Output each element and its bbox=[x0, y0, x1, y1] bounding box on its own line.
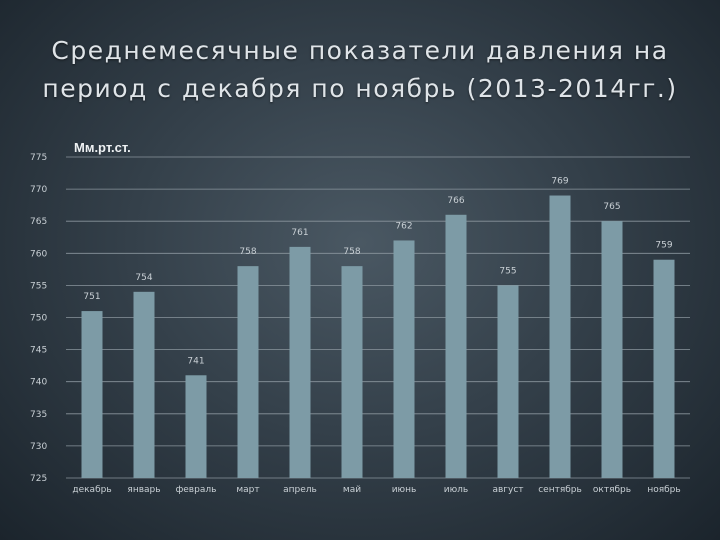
x-tick-label: август bbox=[492, 485, 523, 495]
y-tick-label: 765 bbox=[30, 217, 47, 227]
data-label: 758 bbox=[239, 247, 256, 257]
data-label: 761 bbox=[291, 228, 308, 238]
x-tick-label: сентябрь bbox=[538, 485, 582, 495]
bar bbox=[185, 375, 207, 478]
data-label: 762 bbox=[395, 221, 412, 231]
x-tick-label: март bbox=[236, 485, 259, 495]
bar bbox=[237, 266, 259, 478]
y-tick-label: 745 bbox=[30, 346, 47, 356]
y-tick-label: 735 bbox=[30, 410, 47, 420]
y-axis-ticks: 725 730 735 740 745 750 755 760 765 770 775 bbox=[30, 153, 47, 484]
x-tick-label: июль bbox=[444, 485, 468, 495]
bar bbox=[133, 291, 155, 478]
y-tick-label: 760 bbox=[30, 249, 47, 259]
bar bbox=[393, 240, 415, 478]
bar bbox=[289, 246, 311, 478]
data-label: 754 bbox=[135, 273, 152, 283]
data-label: 759 bbox=[655, 241, 672, 251]
gridlines bbox=[66, 156, 690, 479]
x-tick-label: апрель bbox=[283, 485, 317, 495]
data-label: 769 bbox=[551, 177, 568, 187]
y-tick-label: 740 bbox=[30, 378, 47, 388]
x-axis-labels: декабрь январь февраль март апрель май июнь июл… bbox=[72, 485, 680, 495]
bar bbox=[653, 259, 675, 478]
y-tick-label: 750 bbox=[30, 314, 47, 324]
data-label: 758 bbox=[343, 247, 360, 257]
data-label: 751 bbox=[83, 292, 100, 302]
y-tick-label: 755 bbox=[30, 281, 47, 291]
data-label: 741 bbox=[187, 356, 204, 366]
x-tick-label: февраль bbox=[176, 485, 217, 495]
x-tick-label: ноябрь bbox=[647, 485, 680, 495]
bar bbox=[601, 221, 623, 478]
x-tick-label: октябрь bbox=[593, 485, 631, 495]
bar bbox=[81, 311, 103, 478]
x-tick-label: январь bbox=[127, 485, 160, 495]
data-label: 766 bbox=[447, 196, 464, 206]
x-tick-label: декабрь bbox=[72, 485, 111, 495]
x-tick-label: май bbox=[343, 485, 361, 495]
y-tick-label: 770 bbox=[30, 185, 47, 195]
y-axis-unit-label: Мм.рт.ст. bbox=[74, 140, 131, 155]
data-label: 765 bbox=[603, 202, 620, 212]
data-label: 755 bbox=[499, 266, 516, 276]
bars bbox=[81, 195, 675, 478]
chart-title: Среднемесячные показатели давления на пе… bbox=[42, 36, 678, 103]
bar bbox=[445, 214, 467, 478]
bar bbox=[341, 266, 363, 478]
bar bbox=[497, 285, 519, 478]
x-tick-label: июнь bbox=[392, 485, 417, 495]
data-labels: 751 754 741 758 761 758 762 766 755 769 765 759 bbox=[83, 177, 672, 367]
y-tick-label: 725 bbox=[30, 474, 47, 484]
y-tick-label: 775 bbox=[30, 153, 47, 163]
y-tick-label: 730 bbox=[30, 442, 47, 452]
bar bbox=[549, 195, 571, 478]
